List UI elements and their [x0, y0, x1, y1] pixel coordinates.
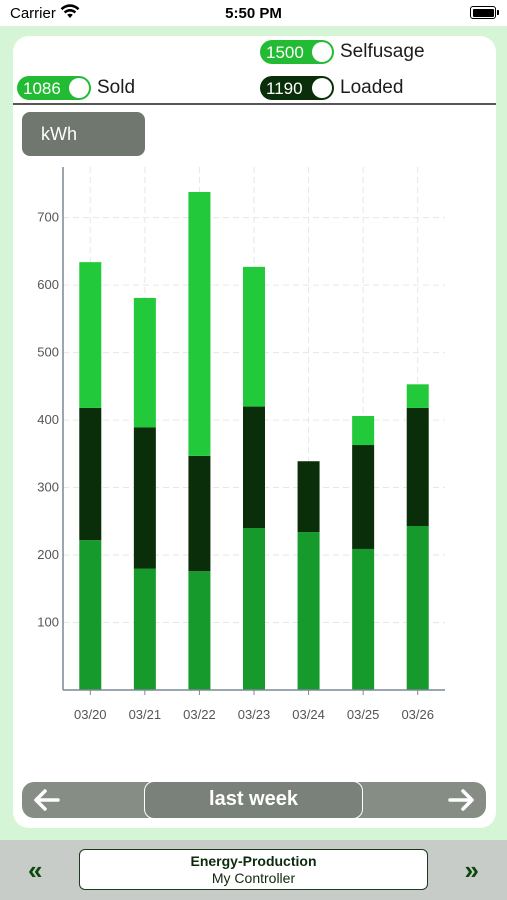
selfusage-toggle-row: 1500 Selfusage: [260, 40, 425, 64]
loaded-value: 1190: [266, 79, 303, 98]
bar-segment-loaded: [79, 407, 102, 541]
period-navigation: last week: [22, 781, 486, 819]
carrier-label: Carrier: [10, 5, 56, 22]
selfusage-toggle[interactable]: 1500: [260, 40, 334, 64]
toggle-knob: [69, 78, 89, 98]
sold-toggle-row: 1086 Sold: [17, 76, 135, 100]
x-tick-label: 03/23: [238, 707, 271, 722]
y-tick-label: 500: [37, 345, 59, 360]
arrow-left-icon[interactable]: [32, 788, 60, 812]
bar-segment-selfusage: [406, 526, 429, 690]
y-tick-label: 200: [37, 547, 59, 562]
toggle-knob: [312, 78, 332, 98]
sold-value: 1086: [23, 79, 61, 98]
y-tick-label: 400: [37, 412, 59, 427]
status-bar: Carrier 5:50 PM: [0, 0, 507, 26]
controller-name: My Controller: [211, 870, 296, 886]
bar-segment-loaded: [297, 461, 320, 533]
bar-segment-loaded: [188, 455, 211, 572]
bar-segment-selfusage: [133, 568, 156, 690]
bottom-bar: « Energy-Production My Controller »: [0, 840, 507, 900]
bar-segment-sold: [79, 262, 102, 408]
selfusage-label: Selfusage: [340, 41, 425, 62]
bar-segment-loaded: [406, 407, 429, 527]
bar-segment-loaded: [243, 406, 265, 529]
next-screen-button[interactable]: »: [464, 855, 479, 885]
bar-segment-selfusage: [188, 571, 211, 690]
screen-title: Energy-Production: [190, 853, 317, 869]
selfusage-value: 1500: [266, 43, 304, 62]
y-tick-label: 300: [37, 480, 59, 495]
y-tick-label: 600: [37, 277, 59, 292]
period-button[interactable]: last week: [144, 781, 363, 819]
controller-selector[interactable]: Energy-Production My Controller: [79, 849, 428, 890]
bar-segment-sold: [406, 384, 429, 408]
bar-segment-selfusage: [352, 548, 375, 690]
bar-segment-selfusage: [79, 540, 102, 690]
bar-segment-sold: [352, 416, 375, 446]
unit-button[interactable]: kWh: [22, 112, 145, 156]
x-tick-label: 03/21: [129, 707, 162, 722]
x-tick-label: 03/25: [347, 707, 380, 722]
bar-segment-loaded: [133, 427, 156, 569]
x-tick-label: 03/20: [74, 707, 107, 722]
x-tick-label: 03/24: [292, 707, 325, 722]
divider: [13, 103, 496, 105]
energy-card: 1500 Selfusage 1086 Sold 1190 Loaded kWh…: [13, 36, 496, 828]
bar-segment-sold: [133, 297, 156, 428]
sold-toggle[interactable]: 1086: [17, 76, 91, 100]
wifi-icon: [60, 4, 80, 18]
energy-bar-chart: 100 200 300 400 500 600 700 03/20 03/21 03/22 03/2…: [37, 167, 445, 722]
bar-segment-selfusage: [243, 528, 265, 690]
bar-segment-sold: [188, 191, 211, 456]
y-tick-label: 100: [37, 615, 59, 630]
x-tick-label: 03/22: [183, 707, 216, 722]
toggle-knob: [312, 42, 332, 62]
arrow-right-icon[interactable]: [448, 788, 476, 812]
bar-segment-selfusage: [297, 532, 320, 690]
x-tick-label: 03/26: [401, 707, 434, 722]
bar-segment-loaded: [352, 445, 375, 549]
battery-icon: [470, 6, 499, 19]
bar-segment-sold: [243, 266, 265, 407]
loaded-label: Loaded: [340, 77, 404, 98]
clock: 5:50 PM: [225, 5, 282, 22]
sold-label: Sold: [97, 77, 136, 98]
y-tick-label: 700: [37, 210, 59, 225]
previous-screen-button[interactable]: «: [28, 855, 43, 885]
loaded-toggle-row: 1190 Loaded: [260, 76, 403, 100]
loaded-toggle[interactable]: 1190: [260, 76, 334, 100]
